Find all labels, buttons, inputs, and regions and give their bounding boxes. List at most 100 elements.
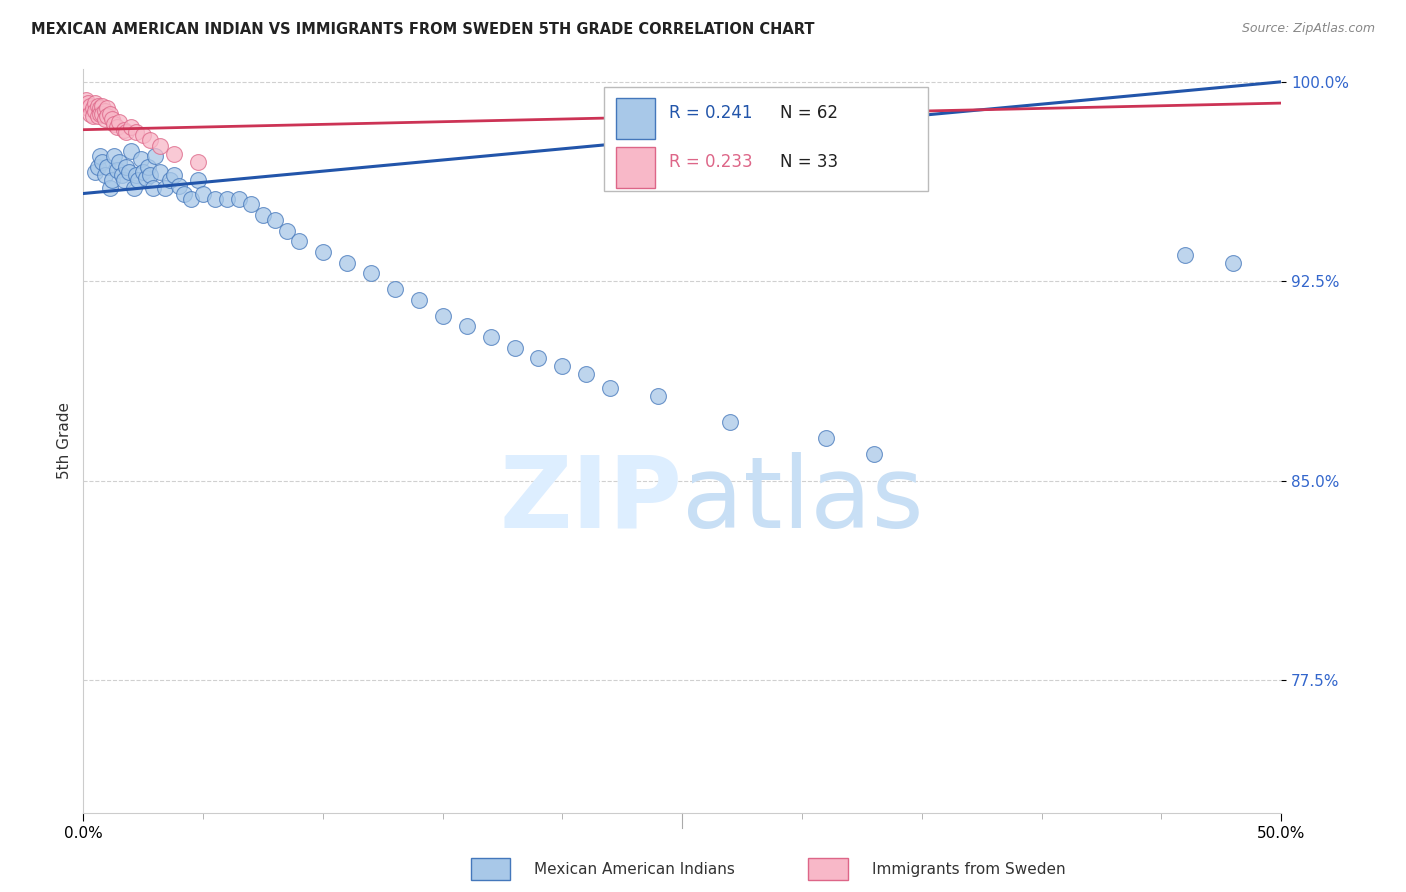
Point xyxy=(142,181,165,195)
Point xyxy=(215,192,238,206)
Point xyxy=(240,197,263,211)
Point xyxy=(94,168,117,182)
Point xyxy=(120,144,142,158)
Point xyxy=(432,309,454,323)
Point xyxy=(122,181,145,195)
FancyBboxPatch shape xyxy=(605,87,928,192)
Point xyxy=(276,224,298,238)
Point xyxy=(96,109,118,123)
Point xyxy=(336,255,359,269)
Point xyxy=(98,106,121,120)
Point xyxy=(149,165,172,179)
Point xyxy=(108,154,131,169)
Point xyxy=(98,181,121,195)
Point xyxy=(204,192,226,206)
Text: atlas: atlas xyxy=(682,452,924,549)
Point xyxy=(103,149,125,163)
Text: N = 33: N = 33 xyxy=(780,153,838,170)
Point xyxy=(863,447,886,461)
Point xyxy=(718,415,741,429)
Point xyxy=(101,173,124,187)
Point xyxy=(103,117,125,131)
Point xyxy=(187,173,209,187)
Point xyxy=(132,165,155,179)
Point xyxy=(264,213,287,227)
Point xyxy=(153,181,176,195)
Point xyxy=(86,99,108,113)
Point xyxy=(135,170,157,185)
Point xyxy=(111,168,134,182)
Point xyxy=(79,99,101,113)
Point xyxy=(384,282,406,296)
Point xyxy=(136,160,159,174)
Point xyxy=(120,120,142,134)
Text: MEXICAN AMERICAN INDIAN VS IMMIGRANTS FROM SWEDEN 5TH GRADE CORRELATION CHART: MEXICAN AMERICAN INDIAN VS IMMIGRANTS FR… xyxy=(31,22,814,37)
Point xyxy=(75,94,97,108)
Point xyxy=(86,160,108,174)
Point xyxy=(86,109,108,123)
Point xyxy=(94,112,117,126)
Point xyxy=(84,96,107,111)
Point xyxy=(408,293,430,307)
Point xyxy=(163,168,186,182)
Point xyxy=(139,133,162,147)
Point xyxy=(125,125,148,139)
Point xyxy=(187,154,209,169)
Point xyxy=(173,186,195,201)
Point xyxy=(551,359,574,374)
Point xyxy=(108,114,131,128)
Point xyxy=(456,319,478,334)
Point xyxy=(1174,248,1197,262)
Point xyxy=(180,192,202,206)
Point xyxy=(163,146,186,161)
Point xyxy=(118,165,141,179)
Text: R = 0.233: R = 0.233 xyxy=(669,153,752,170)
Point xyxy=(1222,255,1244,269)
Point xyxy=(91,99,114,113)
Point xyxy=(115,160,138,174)
Point xyxy=(143,149,166,163)
Point xyxy=(312,245,335,260)
Point xyxy=(132,128,155,142)
Point xyxy=(191,186,214,201)
Point xyxy=(252,208,274,222)
Point xyxy=(115,125,138,139)
Point xyxy=(94,104,117,119)
Point xyxy=(89,149,111,163)
Point xyxy=(96,102,118,116)
Point xyxy=(228,192,250,206)
Point xyxy=(96,160,118,174)
Point xyxy=(139,168,162,182)
Point xyxy=(127,173,149,187)
Point xyxy=(599,381,621,395)
Text: R = 0.241: R = 0.241 xyxy=(669,104,752,122)
Point xyxy=(479,330,502,344)
Text: Source: ZipAtlas.com: Source: ZipAtlas.com xyxy=(1241,22,1375,36)
Point xyxy=(288,235,311,249)
Point xyxy=(112,122,135,136)
FancyBboxPatch shape xyxy=(616,146,655,187)
Point xyxy=(89,102,111,116)
Point xyxy=(167,178,190,193)
Point xyxy=(360,266,382,280)
Text: Immigrants from Sweden: Immigrants from Sweden xyxy=(872,863,1066,877)
Point xyxy=(105,162,128,177)
Point xyxy=(79,106,101,120)
Point xyxy=(91,154,114,169)
Y-axis label: 5th Grade: 5th Grade xyxy=(58,402,72,479)
Point xyxy=(101,112,124,126)
Point xyxy=(89,106,111,120)
Text: Mexican American Indians: Mexican American Indians xyxy=(534,863,735,877)
Point xyxy=(112,173,135,187)
Point xyxy=(503,341,526,355)
Point xyxy=(814,431,837,445)
Point xyxy=(77,102,100,116)
Point xyxy=(84,165,107,179)
Text: ZIP: ZIP xyxy=(499,452,682,549)
Point xyxy=(84,104,107,119)
Point xyxy=(91,106,114,120)
Point xyxy=(159,173,181,187)
Text: N = 62: N = 62 xyxy=(780,104,838,122)
Point xyxy=(125,168,148,182)
Point xyxy=(129,152,152,166)
